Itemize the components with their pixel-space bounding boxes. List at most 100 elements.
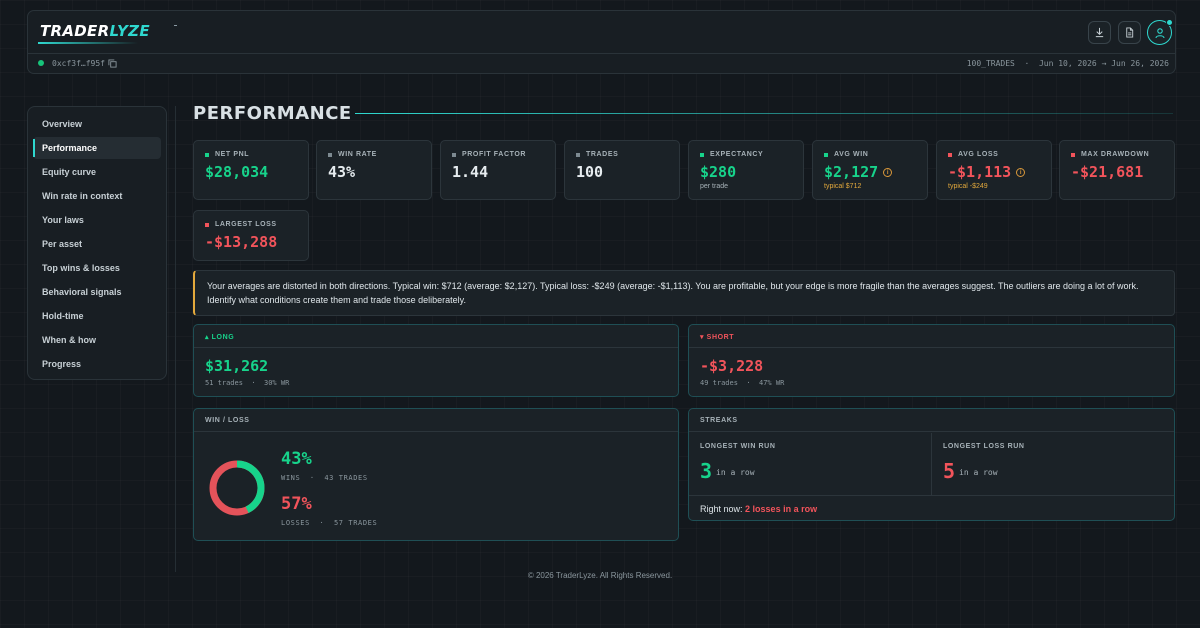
stat-label-text: TRADES <box>586 151 619 158</box>
avg-win-value: $2,127 <box>824 163 879 181</box>
logo-underline <box>38 42 138 44</box>
short-value: -$3,228 <box>700 357 764 375</box>
streaks-header: STREAKS <box>689 409 1174 432</box>
status-square-icon <box>948 152 952 157</box>
long-label-text: LONG <box>211 334 235 341</box>
download-button[interactable] <box>1088 21 1111 44</box>
wallet-address: 0xcf3f…f95f <box>52 59 105 68</box>
long-label: ▴ LONG <box>205 333 234 341</box>
sidebar-item-per-asset[interactable]: Per asset <box>42 239 83 249</box>
status-square-icon <box>824 152 828 157</box>
copy-icon[interactable] <box>108 59 117 70</box>
sidebar-item-when-how[interactable]: When & how <box>42 335 96 345</box>
win-loss-label: WIN / LOSS <box>205 417 250 424</box>
losses-sub: LOSSES · 57 TRADES <box>281 519 378 527</box>
stat-card-win-rate: WIN RATE 43% <box>316 140 432 200</box>
header-top-bar: TRADERLYZE <box>28 11 1175 54</box>
stat-sub-avg-loss: typical -$249 <box>948 183 988 190</box>
sidebar-item-win-rate-in-context[interactable]: Win rate in context <box>42 191 123 201</box>
avg-loss-value: -$1,113 <box>948 163 1012 181</box>
header-info-bar: 0xcf3f…f95f 100_TRADES · Jun 10, 2026 → … <box>28 54 1175 74</box>
stat-card-largest-loss: LARGEST LOSS -$13,288 <box>193 210 309 261</box>
stat-sub-expectancy: per trade <box>700 183 729 190</box>
streaks-panel: STREAKS LONGEST WIN RUN 3 in a row LONGE… <box>688 408 1175 521</box>
stat-value-avg-loss: -$1,113 i <box>948 163 1026 181</box>
stat-label-text: PROFIT FACTOR <box>462 151 527 158</box>
stat-label: AVG WIN <box>824 151 868 158</box>
user-icon <box>1154 27 1165 38</box>
stat-value-trades: 100 <box>576 163 604 181</box>
win-loss-panel: WIN / LOSS 43% WINS · 43 TRADES 57% LOSS… <box>193 408 679 541</box>
logo-text-trader: TRADER <box>40 22 110 40</box>
stat-label: PROFIT FACTOR <box>452 151 526 158</box>
longest-loss-run-label: LONGEST LOSS RUN <box>943 443 1025 450</box>
longest-loss-run: LONGEST LOSS RUN 5 in a row <box>932 433 1174 496</box>
stat-label: MAX DRAWDOWN <box>1071 151 1149 158</box>
loss-run-unit: in a row <box>959 468 998 477</box>
insight-alert: Your averages are distorted in both dire… <box>193 270 1175 316</box>
stat-sub-avg-win: typical $712 <box>824 183 862 190</box>
sidebar-item-overview[interactable]: Overview <box>42 119 83 129</box>
sidebar-item-your-laws[interactable]: Your laws <box>42 215 84 225</box>
status-square-icon <box>576 152 580 157</box>
long-sub: 51 trades · 30% WR <box>205 379 290 387</box>
title-accent-line <box>355 113 1173 114</box>
stat-card-max-drawdown: MAX DRAWDOWN -$21,681 <box>1059 140 1175 200</box>
stat-value-largest-loss: -$13,288 <box>205 233 278 251</box>
arrow-up-icon: ▴ <box>205 334 212 341</box>
status-square-icon <box>205 152 209 157</box>
logo-text-lyze: LYZE <box>109 22 150 40</box>
sidebar-item-performance[interactable]: Performance <box>33 137 161 159</box>
file-icon <box>1126 27 1134 38</box>
win-loss-header: WIN / LOSS <box>194 409 678 432</box>
export-report-button[interactable] <box>1118 21 1141 44</box>
info-icon[interactable]: i <box>883 168 893 177</box>
sidebar-item-behavioral-signals[interactable]: Behavioral signals <box>42 287 122 297</box>
short-panel: ▾ SHORT -$3,228 49 trades · 47% WR <box>688 324 1175 397</box>
stat-label: EXPECTANCY <box>700 151 763 158</box>
status-square-icon <box>700 152 704 157</box>
sidebar-item-top-wins-losses[interactable]: Top wins & losses <box>42 263 120 273</box>
brand-logo[interactable]: TRADERLYZE <box>40 22 150 40</box>
notification-dot <box>1166 19 1173 26</box>
status-square-icon <box>205 222 209 227</box>
stat-value-max-drawdown: -$21,681 <box>1071 163 1144 181</box>
status-square-icon <box>1071 152 1075 157</box>
stat-label-text: WIN RATE <box>338 151 377 158</box>
stat-label: AVG LOSS <box>948 151 998 158</box>
app-header: TRADERLYZE 0xcf3f…f95f <box>27 10 1176 74</box>
trade-range-meta: 100_TRADES · Jun 10, 2026 → Jun 26, 2026 <box>966 59 1169 68</box>
info-icon[interactable]: i <box>1016 168 1026 177</box>
longest-win-run-label: LONGEST WIN RUN <box>700 443 776 450</box>
sidebar-nav: Overview Performance Equity curve Win ra… <box>27 106 167 380</box>
arrow-down-icon: ▾ <box>700 334 707 341</box>
stat-label: NET PNL <box>205 151 249 158</box>
logo-mark <box>174 25 177 26</box>
sidebar-item-hold-time[interactable]: Hold-time <box>42 311 84 321</box>
win-loss-donut-chart <box>209 460 265 516</box>
stat-card-trades: TRADES 100 <box>564 140 680 200</box>
short-panel-header: ▾ SHORT <box>689 325 1174 348</box>
long-panel: ▴ LONG $31,262 51 trades · 30% WR <box>193 324 679 397</box>
footer-copyright: © 2026 TraderLyze. All Rights Reserved. <box>527 571 673 580</box>
stat-label: WIN RATE <box>328 151 377 158</box>
stat-label-text: AVG WIN <box>834 151 869 158</box>
streaks-label: STREAKS <box>700 417 738 424</box>
current-streak-label: Right now: <box>700 504 743 514</box>
sidebar-item-progress[interactable]: Progress <box>42 359 82 369</box>
losses-percent: 57% <box>281 494 312 514</box>
stat-value-win-rate: 43% <box>328 163 356 181</box>
status-square-icon <box>452 152 456 157</box>
stat-value-expectancy: $280 <box>700 163 737 181</box>
stat-card-profit-factor: PROFIT FACTOR 1.44 <box>440 140 556 200</box>
connection-status-dot <box>38 60 44 66</box>
download-icon <box>1095 27 1104 38</box>
user-account-button[interactable] <box>1147 19 1173 45</box>
page-title: PERFORMANCE <box>193 103 352 124</box>
stat-label-text: NET PNL <box>215 151 250 158</box>
sidebar-item-equity-curve[interactable]: Equity curve <box>42 167 97 177</box>
stat-card-net-pnl: NET PNL $28,034 <box>193 140 309 200</box>
stat-value-net-pnl: $28,034 <box>205 163 269 181</box>
short-label-text: SHORT <box>706 334 735 341</box>
stat-value-avg-win: $2,127 i <box>824 163 893 181</box>
